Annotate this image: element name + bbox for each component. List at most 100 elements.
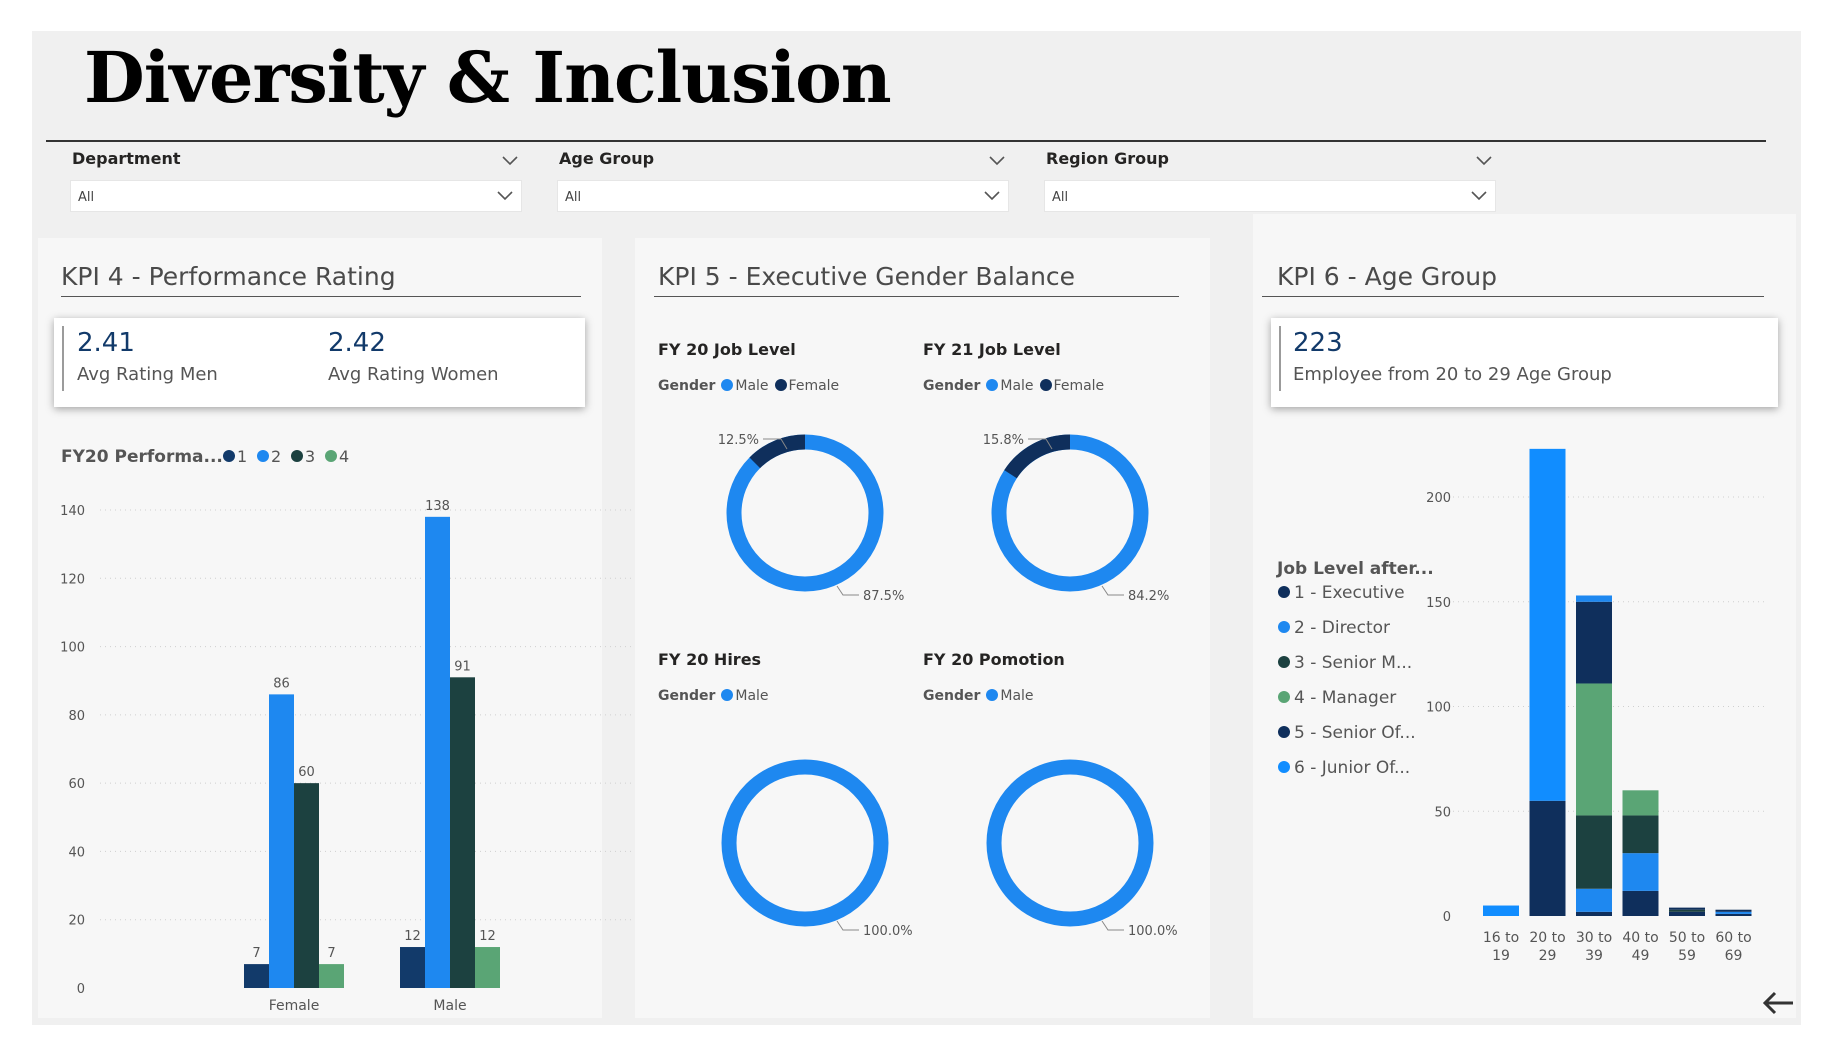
chevron-down-icon[interactable] xyxy=(989,151,1009,166)
donut-slice-male[interactable] xyxy=(721,759,889,927)
bar[interactable] xyxy=(319,964,344,988)
data-label: 138 xyxy=(425,499,450,514)
legend-item-male[interactable]: Male xyxy=(735,378,769,394)
x-tick-label: 20 to xyxy=(1529,930,1565,946)
x-tick-label: 16 to xyxy=(1483,930,1519,946)
bar[interactable] xyxy=(425,516,450,988)
donut-chart: 100.0% xyxy=(986,759,1178,939)
legend-item[interactable]: 6 - Junior Of... xyxy=(1294,758,1410,778)
data-label: 60 xyxy=(298,765,315,780)
slicer-dropdown[interactable]: All xyxy=(1044,180,1496,212)
legend-item[interactable]: 2 xyxy=(271,447,281,466)
slicer-dropdown[interactable]: All xyxy=(70,180,522,212)
data-label: 86 xyxy=(273,676,290,691)
bar[interactable] xyxy=(244,964,269,988)
legend-item-male[interactable]: Male xyxy=(1000,688,1034,704)
back-arrow-icon[interactable] xyxy=(1760,988,1796,1018)
stacked-bar-segment[interactable] xyxy=(1576,683,1612,816)
legend-dot-icon xyxy=(291,450,303,462)
slicer-value: All xyxy=(1052,190,1069,205)
legend-dot-icon xyxy=(986,379,999,391)
legend-title: Gender xyxy=(923,378,981,394)
legend-item[interactable]: 1 - Executive xyxy=(1294,583,1405,603)
y-tick-label: 200 xyxy=(1426,491,1451,506)
kpi6-title: KPI 6 - Age Group xyxy=(1277,262,1498,291)
header-divider xyxy=(46,140,1766,142)
y-tick-label: 100 xyxy=(60,641,85,656)
x-tick-label: Male xyxy=(433,998,466,1014)
bar[interactable] xyxy=(269,694,294,988)
donut-chart: 15.8% 84.2% xyxy=(983,433,1170,604)
stacked-bar-segment[interactable] xyxy=(1622,890,1659,916)
legend-item[interactable]: 2 - Director xyxy=(1294,618,1390,638)
y-tick-label: 0 xyxy=(1443,910,1451,925)
stacked-bar-segment[interactable] xyxy=(1576,888,1612,912)
stacked-bar-segment[interactable] xyxy=(1669,907,1705,910)
slicer-label: Region Group xyxy=(1046,149,1169,168)
legend-item[interactable]: 4 xyxy=(339,447,349,466)
chevron-down-icon xyxy=(984,190,1000,205)
legend-item-female[interactable]: Female xyxy=(788,378,840,394)
y-tick-label: 60 xyxy=(68,777,85,792)
legend-item[interactable]: 5 - Senior Of... xyxy=(1294,723,1416,743)
stacked-bar-segment[interactable] xyxy=(1622,815,1659,854)
chevron-down-icon[interactable] xyxy=(1476,151,1496,166)
bar[interactable] xyxy=(450,677,475,988)
legend-item[interactable]: 1 xyxy=(237,447,247,466)
stacked-bar-segment[interactable] xyxy=(1715,909,1752,912)
legend-item-female[interactable]: Female xyxy=(1053,378,1105,394)
stacked-bar-segment[interactable] xyxy=(1715,911,1752,914)
chevron-down-icon xyxy=(1471,190,1487,205)
y-tick-label: 150 xyxy=(1426,596,1451,611)
legend-item[interactable]: 3 - Senior M... xyxy=(1294,653,1412,673)
bar[interactable] xyxy=(294,783,319,988)
x-tick-label: 50 to xyxy=(1669,930,1705,946)
stacked-bar-segment[interactable] xyxy=(1576,595,1612,602)
leader-line xyxy=(1101,920,1124,931)
bar[interactable] xyxy=(475,947,500,988)
legend-dot-icon xyxy=(986,689,999,701)
male-pct-label: 87.5% xyxy=(863,589,904,604)
employee-count-label: Employee from 20 to 29 Age Group xyxy=(1293,364,1612,385)
legend-title: Gender xyxy=(923,688,981,704)
leader-line xyxy=(763,438,788,450)
stacked-bar-segment[interactable] xyxy=(1529,800,1566,916)
card-accent-bar xyxy=(62,326,64,391)
legend-dot-icon xyxy=(1278,621,1290,633)
x-tick-label: 19 xyxy=(1492,948,1510,964)
slicer-label: Department xyxy=(72,149,181,168)
legend-item-male[interactable]: Male xyxy=(735,688,769,704)
legend-dot-icon xyxy=(223,450,235,462)
stacked-bar-segment[interactable] xyxy=(1576,815,1612,889)
x-tick-label: 40 to xyxy=(1622,930,1658,946)
stacked-bar-segment[interactable] xyxy=(1576,911,1612,916)
legend-item-male[interactable]: Male xyxy=(1000,378,1034,394)
kpi6-title-underline xyxy=(1262,296,1764,297)
legend-item[interactable]: 4 - Manager xyxy=(1294,688,1396,708)
bar[interactable] xyxy=(400,947,425,988)
stacked-bar-segment[interactable] xyxy=(1669,909,1705,912)
kpi5-title-underline xyxy=(654,296,1179,297)
legend-dot-icon xyxy=(1278,726,1290,738)
x-tick-label: 30 to xyxy=(1576,930,1612,946)
donut-slice-female[interactable] xyxy=(1004,434,1071,479)
stacked-bar-segment[interactable] xyxy=(1483,905,1519,916)
kpi6-card: 223 Employee from 20 to 29 Age Group xyxy=(1271,318,1778,407)
y-tick-label: 80 xyxy=(68,709,85,724)
legend-item[interactable]: 3 xyxy=(305,447,315,466)
donut-title: FY 20 Job Level xyxy=(658,340,796,359)
slicer-dropdown[interactable]: All xyxy=(557,180,1009,212)
stacked-bar-segment[interactable] xyxy=(1529,448,1566,801)
stacked-bar-segment[interactable] xyxy=(1622,790,1659,816)
x-tick-label: 69 xyxy=(1725,948,1743,964)
x-tick-label: 60 to xyxy=(1715,930,1751,946)
stacked-bar-segment[interactable] xyxy=(1622,853,1659,891)
stacked-bar-segment[interactable] xyxy=(1669,911,1705,916)
stacked-bar-segment[interactable] xyxy=(1715,913,1752,916)
legend-dot-icon xyxy=(1278,656,1290,668)
donut-slice-male[interactable] xyxy=(986,759,1154,927)
data-label: 91 xyxy=(454,659,471,674)
stacked-bar-segment[interactable] xyxy=(1576,601,1612,684)
chevron-down-icon[interactable] xyxy=(502,151,522,166)
donut-slice-female[interactable] xyxy=(749,434,806,469)
